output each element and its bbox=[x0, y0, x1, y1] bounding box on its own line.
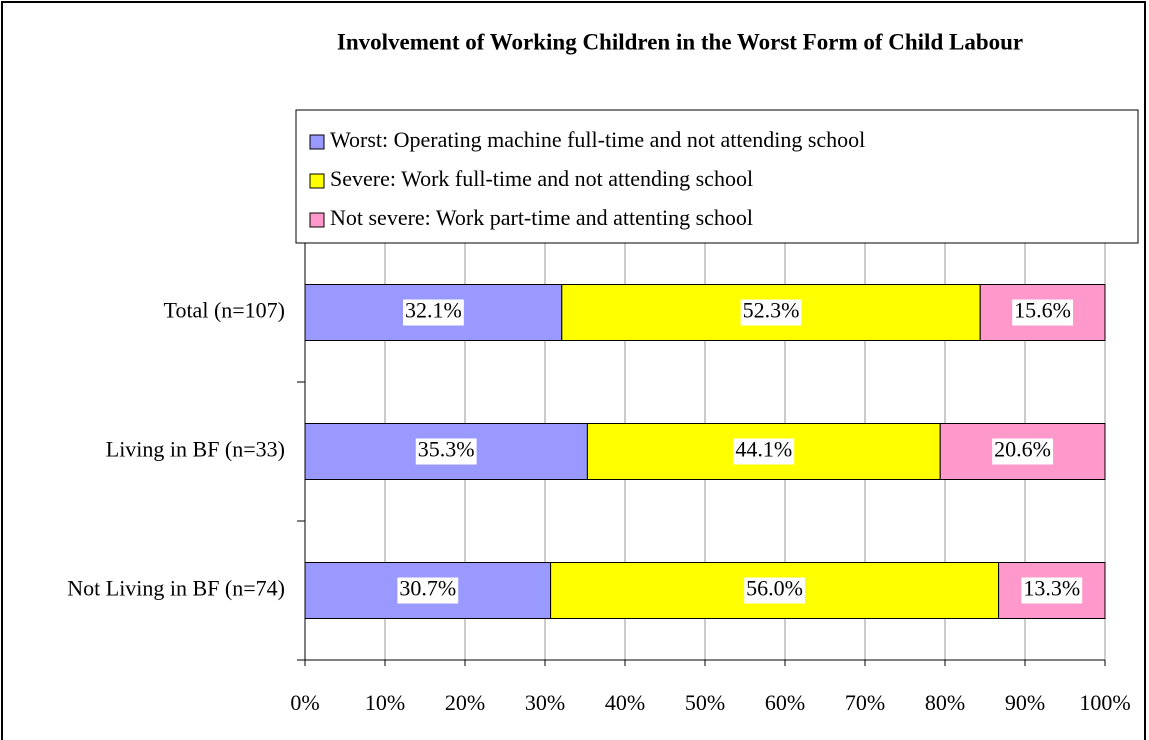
y-tick-label: Not Living in BF (n=74) bbox=[67, 576, 285, 601]
value-label: 30.7% bbox=[399, 576, 456, 601]
value-label: 52.3% bbox=[743, 298, 800, 323]
x-tick-label: 50% bbox=[685, 690, 725, 715]
x-tick-label: 30% bbox=[525, 690, 565, 715]
x-tick-label: 40% bbox=[605, 690, 645, 715]
value-label-bg bbox=[733, 438, 795, 465]
value-label: 20.6% bbox=[994, 437, 1051, 462]
legend-box bbox=[295, 109, 1139, 244]
value-label-bg bbox=[992, 438, 1054, 465]
value-label-bg bbox=[415, 438, 477, 465]
x-tick-label: 80% bbox=[925, 690, 965, 715]
legend-swatch bbox=[309, 134, 325, 150]
value-label: 15.6% bbox=[1014, 298, 1071, 323]
x-tick-label: 0% bbox=[290, 690, 319, 715]
value-label-bg bbox=[744, 577, 806, 604]
x-tick-label: 90% bbox=[1005, 690, 1045, 715]
legend-label: Severe: Work full-time and not attending… bbox=[330, 166, 753, 191]
x-tick-label: 20% bbox=[445, 690, 485, 715]
value-label-bg bbox=[1012, 299, 1074, 326]
value-label-bg bbox=[1021, 577, 1083, 604]
y-tick-label: Living in BF (n=33) bbox=[106, 437, 285, 462]
legend: Worst: Operating machine full-time and n… bbox=[295, 109, 1139, 244]
value-label: 32.1% bbox=[405, 298, 462, 323]
x-tick-label: 10% bbox=[365, 690, 405, 715]
legend-label: Worst: Operating machine full-time and n… bbox=[330, 127, 865, 152]
value-label: 44.1% bbox=[735, 437, 792, 462]
value-label: 56.0% bbox=[746, 576, 803, 601]
legend-swatch bbox=[309, 212, 325, 228]
legend-label: Not severe: Work part-time and attenting… bbox=[330, 205, 753, 230]
chart-title: Involvement of Working Children in the W… bbox=[337, 29, 1023, 54]
x-tick-label: 60% bbox=[765, 690, 805, 715]
y-tick-label: Total (n=107) bbox=[164, 298, 285, 323]
value-label: 13.3% bbox=[1023, 576, 1080, 601]
legend-swatch bbox=[309, 173, 325, 189]
x-tick-label: 70% bbox=[845, 690, 885, 715]
value-label-bg bbox=[402, 299, 464, 326]
plot-area: 0% 10% 20% 30% 40% 50% 60% 70% 80% 90% 100% Total (… bbox=[67, 242, 1131, 715]
x-tick-label: 100% bbox=[1079, 690, 1130, 715]
value-label: 35.3% bbox=[418, 437, 475, 462]
value-label-bg bbox=[397, 577, 459, 604]
value-label-bg bbox=[740, 299, 802, 326]
